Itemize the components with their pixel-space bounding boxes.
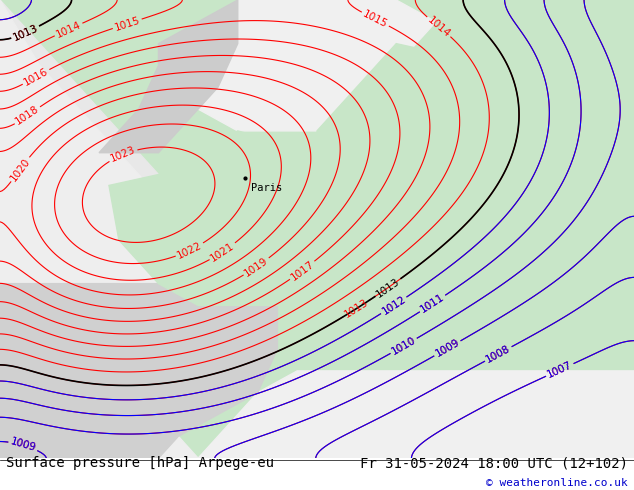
Text: 1007: 1007	[546, 360, 574, 380]
Text: 1012: 1012	[380, 294, 408, 317]
Polygon shape	[0, 0, 198, 305]
Polygon shape	[0, 196, 178, 305]
Text: 1009: 1009	[434, 338, 462, 359]
Text: 1008: 1008	[484, 343, 512, 365]
Polygon shape	[99, 0, 238, 153]
Text: 1023: 1023	[109, 145, 137, 164]
Text: 1009: 1009	[434, 338, 462, 359]
Polygon shape	[109, 131, 347, 305]
Text: © weatheronline.co.uk: © weatheronline.co.uk	[486, 478, 628, 488]
Text: 1011: 1011	[419, 292, 446, 315]
Text: 1022: 1022	[176, 240, 204, 261]
Text: 1011: 1011	[419, 292, 446, 315]
Text: Fr 31-05-2024 18:00 UTC (12+102): Fr 31-05-2024 18:00 UTC (12+102)	[359, 456, 628, 470]
Text: 1018: 1018	[14, 104, 41, 127]
Polygon shape	[158, 0, 436, 131]
Text: 1014: 1014	[425, 14, 452, 39]
Text: 1007: 1007	[546, 360, 574, 380]
Text: 1015: 1015	[361, 9, 389, 29]
Text: 1013: 1013	[11, 23, 39, 43]
Text: 1021: 1021	[209, 240, 236, 263]
Polygon shape	[0, 284, 278, 458]
Text: 1015: 1015	[113, 15, 141, 32]
Text: 1020: 1020	[8, 156, 32, 183]
Text: 1017: 1017	[288, 259, 316, 282]
Text: 1010: 1010	[390, 335, 418, 357]
Polygon shape	[0, 0, 198, 458]
Text: Paris: Paris	[250, 183, 282, 193]
Text: 1013: 1013	[342, 297, 370, 320]
Text: 1008: 1008	[484, 343, 512, 365]
Text: 1009: 1009	[9, 437, 37, 454]
Text: 1014: 1014	[55, 20, 82, 39]
Polygon shape	[198, 371, 634, 458]
Polygon shape	[317, 44, 555, 218]
Text: Surface pressure [hPa] Arpege-eu: Surface pressure [hPa] Arpege-eu	[6, 456, 275, 470]
Text: 1016: 1016	[22, 66, 50, 88]
Text: 1013: 1013	[11, 23, 39, 43]
Text: 1010: 1010	[390, 335, 418, 357]
Text: 1013: 1013	[374, 276, 402, 299]
Text: 1009: 1009	[9, 437, 37, 454]
Text: 1019: 1019	[243, 255, 270, 278]
Text: 1012: 1012	[380, 294, 408, 317]
